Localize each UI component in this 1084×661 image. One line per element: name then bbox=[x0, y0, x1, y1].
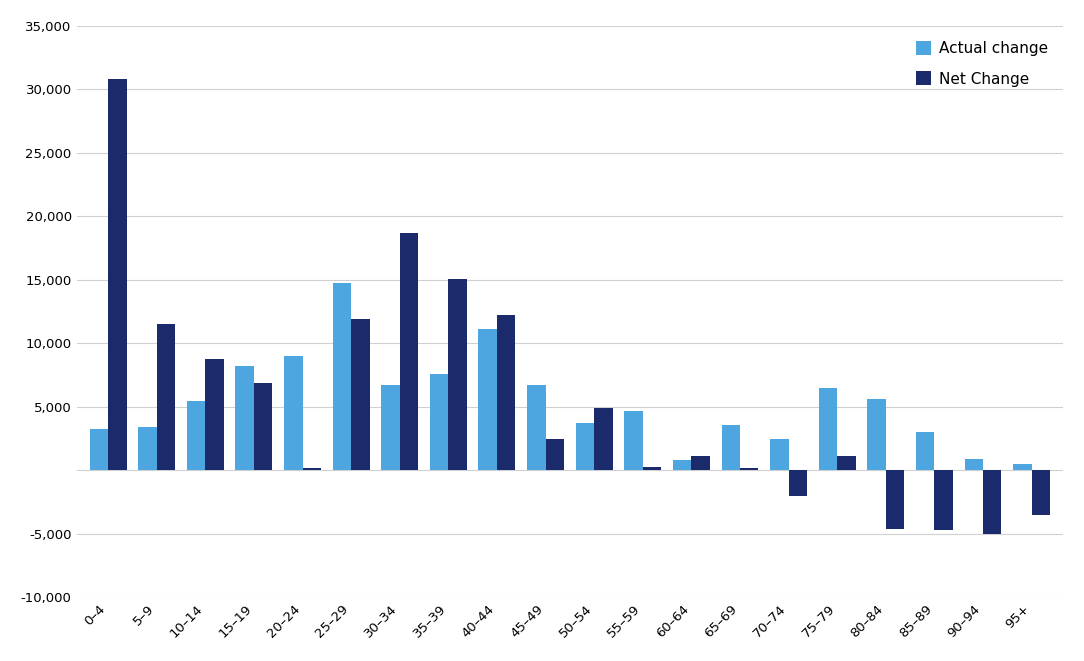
Bar bbox=[449, 279, 467, 471]
Bar bbox=[496, 315, 515, 471]
Bar bbox=[576, 424, 594, 471]
Bar bbox=[333, 284, 351, 471]
Bar bbox=[916, 432, 934, 471]
Bar bbox=[284, 356, 302, 471]
Bar bbox=[624, 410, 643, 471]
Bar bbox=[818, 388, 837, 471]
Bar bbox=[788, 471, 808, 496]
Bar bbox=[740, 468, 759, 471]
Bar bbox=[108, 79, 127, 471]
Bar bbox=[934, 471, 953, 530]
Bar bbox=[302, 468, 321, 471]
Bar bbox=[965, 459, 983, 471]
Legend: Actual change, Net Change: Actual change, Net Change bbox=[908, 34, 1056, 94]
Bar bbox=[1032, 471, 1050, 515]
Bar bbox=[770, 439, 788, 471]
Bar bbox=[643, 467, 661, 471]
Bar bbox=[545, 439, 564, 471]
Bar bbox=[400, 233, 418, 471]
Bar bbox=[527, 385, 545, 471]
Bar bbox=[139, 427, 157, 471]
Bar bbox=[254, 383, 272, 471]
Bar bbox=[186, 401, 205, 471]
Bar bbox=[157, 325, 176, 471]
Bar bbox=[351, 319, 370, 471]
Bar bbox=[594, 408, 612, 471]
Bar bbox=[886, 471, 904, 529]
Bar bbox=[1014, 464, 1032, 471]
Bar bbox=[722, 425, 740, 471]
Bar bbox=[205, 359, 223, 471]
Bar bbox=[983, 471, 1002, 534]
Bar bbox=[867, 399, 886, 471]
Bar bbox=[478, 329, 496, 471]
Bar bbox=[235, 366, 254, 471]
Bar bbox=[673, 460, 692, 471]
Bar bbox=[382, 385, 400, 471]
Bar bbox=[837, 457, 855, 471]
Bar bbox=[430, 374, 449, 471]
Bar bbox=[90, 428, 108, 471]
Bar bbox=[692, 457, 710, 471]
